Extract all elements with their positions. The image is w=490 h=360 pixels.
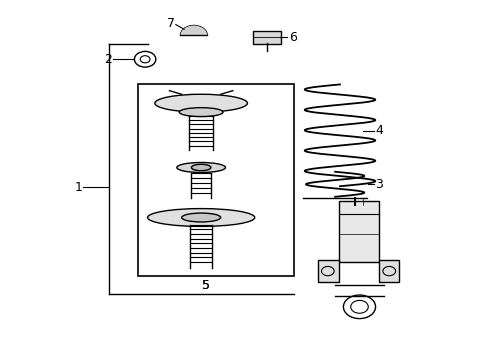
Text: 4: 4 — [375, 124, 383, 137]
Wedge shape — [180, 26, 207, 35]
Text: 3: 3 — [375, 178, 383, 191]
Ellipse shape — [177, 162, 225, 172]
FancyBboxPatch shape — [253, 31, 281, 44]
Polygon shape — [379, 260, 399, 282]
Text: 2: 2 — [104, 53, 112, 66]
Text: 6: 6 — [289, 31, 296, 44]
Text: 5: 5 — [202, 279, 210, 292]
Ellipse shape — [179, 108, 223, 117]
Bar — [138, 84, 294, 276]
Ellipse shape — [182, 213, 220, 222]
Bar — [339, 202, 379, 262]
Text: 7: 7 — [167, 17, 175, 30]
Text: 1: 1 — [74, 181, 82, 194]
Ellipse shape — [192, 164, 211, 171]
Text: 5: 5 — [202, 279, 210, 292]
Polygon shape — [318, 260, 339, 282]
Ellipse shape — [147, 208, 255, 226]
Ellipse shape — [155, 94, 247, 112]
